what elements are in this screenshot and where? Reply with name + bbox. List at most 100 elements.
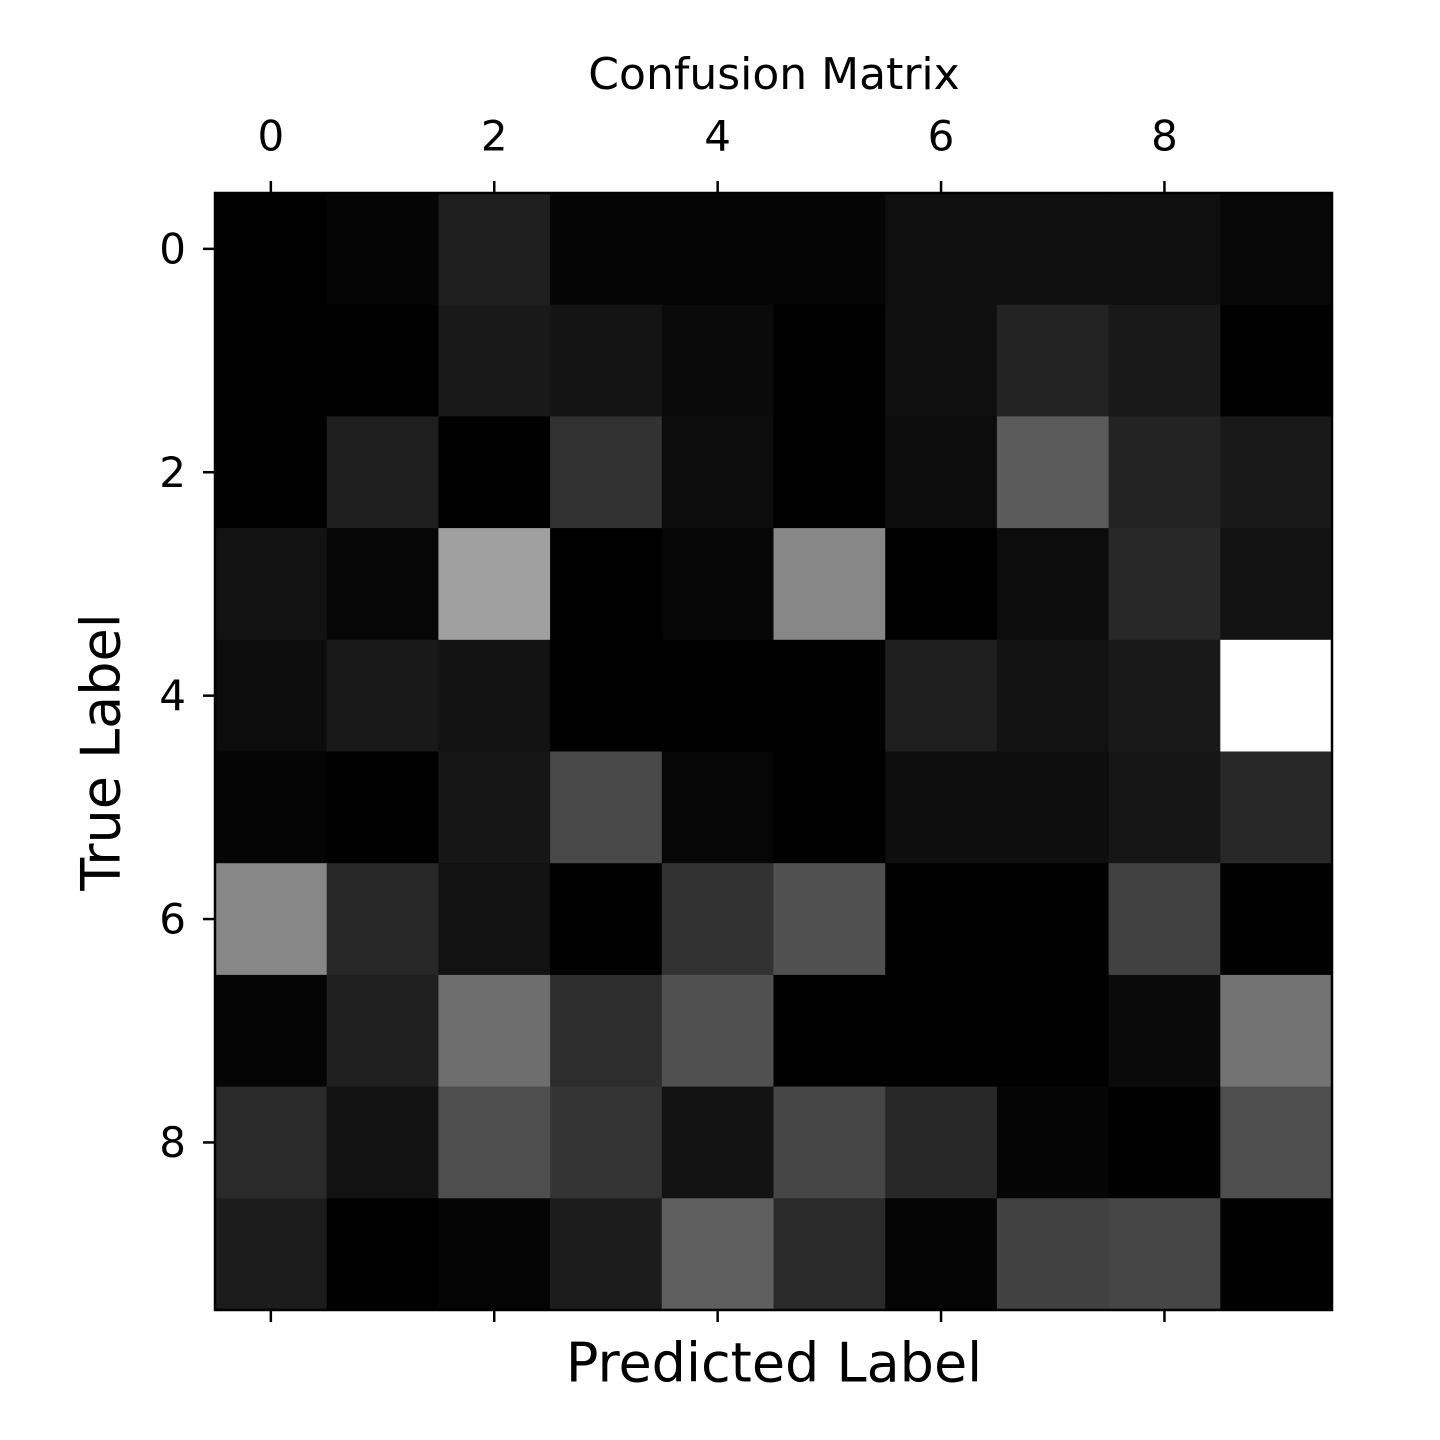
cell bbox=[773, 639, 886, 752]
y-tick-label: 2 bbox=[159, 448, 186, 497]
cell bbox=[661, 528, 774, 641]
cell bbox=[438, 1086, 551, 1199]
cell bbox=[438, 528, 551, 641]
cell bbox=[1108, 193, 1221, 306]
cell bbox=[1108, 863, 1221, 976]
cell bbox=[1108, 974, 1221, 1088]
cell bbox=[996, 639, 1110, 752]
cell bbox=[1108, 1198, 1221, 1311]
cell bbox=[438, 751, 551, 864]
cell bbox=[885, 863, 998, 976]
cell bbox=[661, 974, 774, 1088]
cell bbox=[215, 1086, 328, 1199]
cell bbox=[661, 416, 774, 529]
cell bbox=[438, 304, 551, 417]
cell bbox=[215, 863, 328, 976]
cell bbox=[1220, 863, 1333, 976]
cell bbox=[326, 1198, 439, 1311]
cell bbox=[326, 639, 439, 752]
cell bbox=[773, 528, 886, 641]
cell bbox=[773, 416, 886, 529]
cell bbox=[438, 1198, 551, 1311]
cell bbox=[1220, 639, 1333, 752]
cell bbox=[773, 1198, 886, 1311]
cell bbox=[326, 1086, 439, 1199]
cell bbox=[885, 528, 998, 641]
cell bbox=[550, 304, 663, 417]
y-axis-label: True Label bbox=[70, 613, 133, 892]
cell bbox=[215, 751, 328, 864]
cell bbox=[996, 863, 1110, 976]
cell bbox=[885, 751, 998, 864]
x-tick-label: 2 bbox=[481, 112, 508, 161]
cell bbox=[438, 639, 551, 752]
cell bbox=[550, 639, 663, 752]
cell bbox=[661, 751, 774, 864]
cell bbox=[326, 304, 439, 417]
cell bbox=[661, 1198, 774, 1311]
cell bbox=[215, 193, 328, 306]
y-tick-label: 8 bbox=[159, 1118, 186, 1167]
cell bbox=[326, 193, 439, 306]
cell bbox=[1108, 1086, 1221, 1199]
chart-title: Confusion Matrix bbox=[588, 49, 959, 100]
x-tick-label: 8 bbox=[1151, 112, 1178, 161]
cell bbox=[1220, 1086, 1333, 1199]
cell bbox=[996, 528, 1110, 641]
cell bbox=[438, 193, 551, 306]
cell bbox=[550, 193, 663, 306]
cell bbox=[996, 974, 1110, 1088]
cell bbox=[215, 528, 328, 641]
cell bbox=[661, 639, 774, 752]
cell bbox=[1220, 751, 1333, 864]
y-tick-label: 4 bbox=[159, 671, 186, 720]
cell bbox=[885, 639, 998, 752]
cell bbox=[885, 974, 998, 1088]
cell bbox=[661, 304, 774, 417]
y-tick-label: 0 bbox=[159, 224, 186, 273]
cell bbox=[773, 193, 886, 306]
cell bbox=[550, 863, 663, 976]
cell bbox=[326, 974, 439, 1088]
cell bbox=[661, 1086, 774, 1199]
plot-frame bbox=[213, 191, 1334, 1312]
cell bbox=[1220, 193, 1333, 306]
cell bbox=[438, 974, 551, 1088]
cell bbox=[773, 1086, 886, 1199]
x-tick-label: 6 bbox=[928, 112, 955, 161]
cell bbox=[550, 416, 663, 529]
cell bbox=[550, 751, 663, 864]
cell bbox=[1108, 528, 1221, 641]
cell bbox=[996, 751, 1110, 864]
cell bbox=[438, 416, 551, 529]
y-tick-label: 6 bbox=[159, 895, 186, 944]
cell bbox=[1108, 751, 1221, 864]
cell bbox=[1220, 974, 1333, 1088]
cell bbox=[773, 304, 886, 417]
cell bbox=[1220, 1198, 1333, 1311]
cell bbox=[215, 416, 328, 529]
cell bbox=[1108, 639, 1221, 752]
cell bbox=[885, 1198, 998, 1311]
cell bbox=[326, 751, 439, 864]
cell bbox=[1108, 416, 1221, 529]
cell bbox=[550, 528, 663, 641]
cell bbox=[885, 416, 998, 529]
cell bbox=[1220, 528, 1333, 641]
cell bbox=[661, 863, 774, 976]
cell bbox=[550, 1198, 663, 1311]
cell bbox=[996, 304, 1110, 417]
cell bbox=[885, 193, 998, 306]
cell bbox=[550, 1086, 663, 1199]
cell bbox=[215, 639, 328, 752]
cell bbox=[885, 1086, 998, 1199]
cell bbox=[215, 1198, 328, 1311]
cell bbox=[326, 863, 439, 976]
cell bbox=[1108, 304, 1221, 417]
cell bbox=[996, 193, 1110, 306]
cell bbox=[996, 1086, 1110, 1199]
cell bbox=[326, 528, 439, 641]
cell bbox=[1220, 304, 1333, 417]
